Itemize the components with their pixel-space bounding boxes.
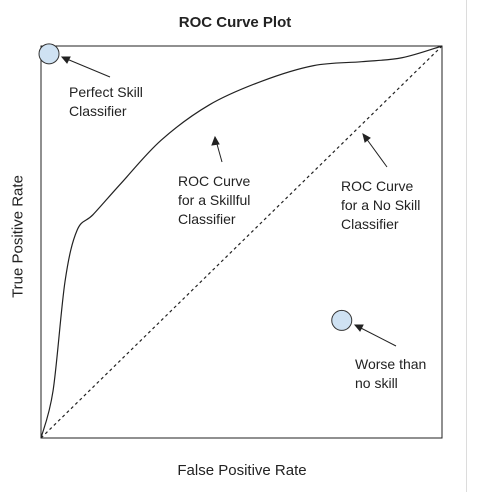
arrowhead-worse: [353, 324, 364, 332]
arrow-worse: [354, 324, 397, 347]
annotation-perfect-skill: Perfect Skill Classifier: [69, 84, 143, 119]
arrowhead-noskill: [362, 132, 371, 143]
arrowhead-skillful: [211, 135, 220, 146]
annotation-worse: Worse than no skill: [355, 356, 427, 391]
arrowhead-perfect: [60, 56, 71, 64]
annotation-arrows: [60, 56, 397, 347]
worse-than-no-skill-point: [331, 309, 353, 331]
skillful-roc-curve: [40, 45, 443, 439]
perfect-skill-point: [38, 43, 60, 65]
arrow-perfect: [61, 56, 111, 78]
chart-title: ROC Curve Plot: [178, 14, 292, 31]
annotation-no-skill: ROC Curve for a No Skill Classifier: [341, 178, 421, 232]
plot-border: [40, 45, 443, 439]
x-axis-label: False Positive Rate: [177, 462, 307, 479]
page-edge-divider: [466, 0, 467, 492]
annotation-skillful: ROC Curve for a Skillful Classifier: [178, 173, 251, 227]
